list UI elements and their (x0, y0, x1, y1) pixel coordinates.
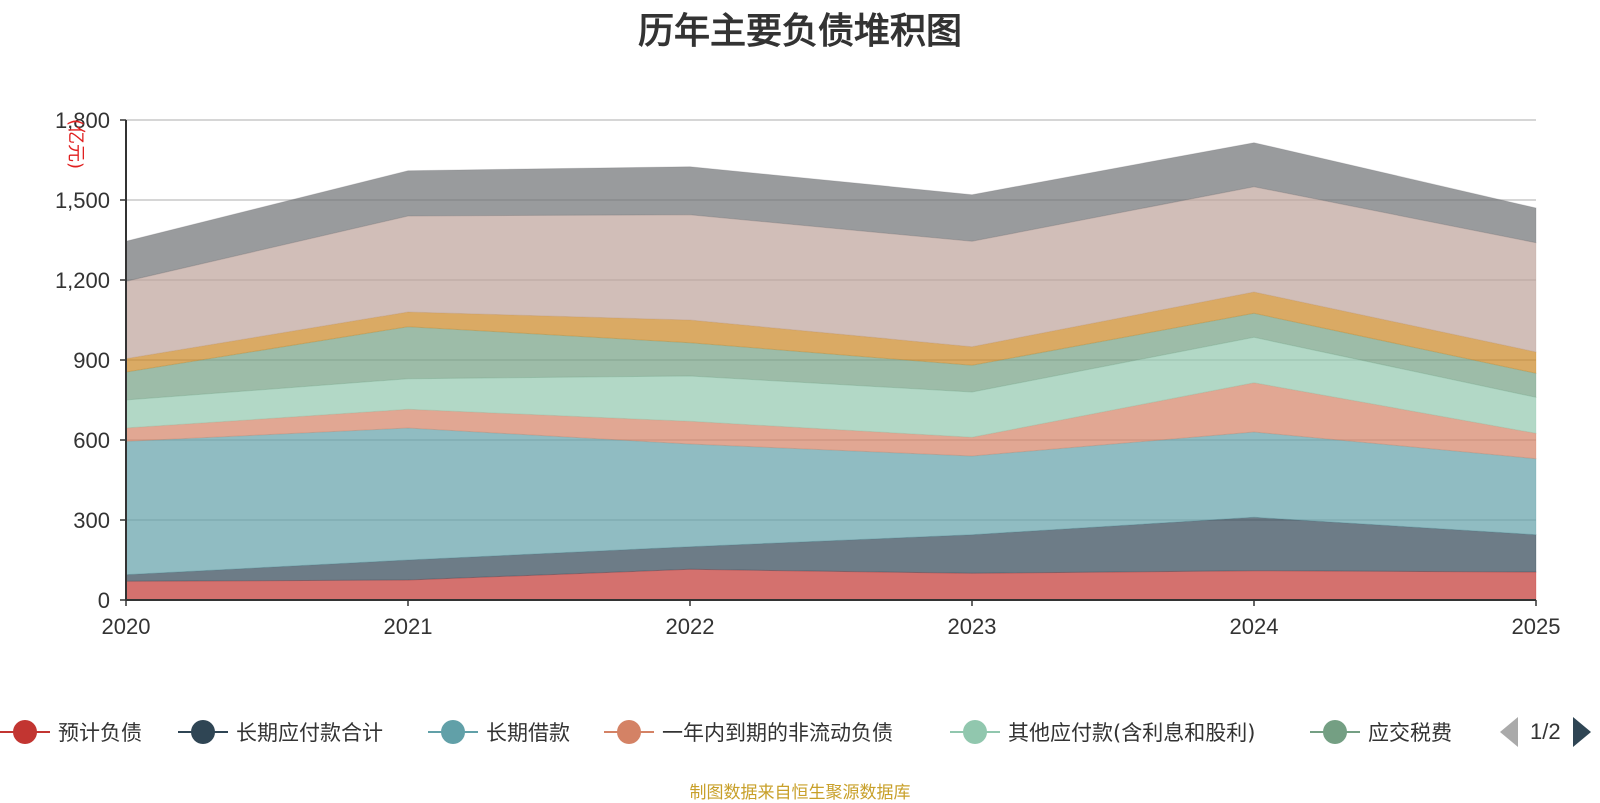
y-tick-label: 1,800 (55, 108, 110, 133)
y-tick-label: 300 (73, 508, 110, 533)
x-tick-label: 2020 (102, 614, 151, 639)
axes: 0 300 600 900 1,200 1,500 1,800 2020 2021 2022 202… (55, 108, 1561, 639)
legend: 预计负债 长期应付款合计 长期借款 一年内到期的非流动负债 其他应付款(含利息和股利) 应… (0, 712, 1600, 752)
x-tick-label: 2024 (1230, 614, 1279, 639)
source-note: 制图数据来自恒生聚源数据库 (689, 783, 911, 803)
y-tick-label: 0 (98, 588, 110, 613)
legend-marker-icon (950, 712, 1000, 752)
legend-label: 长期应付款合计 (236, 721, 383, 745)
legend-label: 预计负债 (58, 721, 142, 745)
legend-marker-icon (0, 712, 50, 752)
legend-item[interactable]: 一年内到期的非流动负债 (604, 712, 893, 752)
legend-item[interactable]: 长期应付款合计 (178, 712, 383, 752)
y-tick-label: 900 (73, 348, 110, 373)
legend-marker-icon (604, 712, 654, 752)
legend-pager: 1/2 (1500, 712, 1591, 752)
legend-marker-icon (178, 712, 228, 752)
chart-title: 历年主要负债堆积图 (637, 10, 962, 51)
legend-prev-icon[interactable] (1500, 717, 1518, 747)
area-series (125, 142, 1537, 601)
legend-item[interactable]: 预计负债 (0, 712, 142, 752)
legend-label: 一年内到期的非流动负债 (662, 721, 893, 745)
legend-item[interactable]: 长期借款 (428, 712, 570, 752)
x-tick-label: 2023 (948, 614, 997, 639)
y-tick-label: 1,500 (55, 188, 110, 213)
y-tick-label: 600 (73, 428, 110, 453)
x-tick-label: 2022 (666, 614, 715, 639)
legend-page-indicator: 1/2 (1530, 719, 1561, 744)
legend-label: 长期借款 (486, 721, 570, 745)
legend-marker-icon (1310, 712, 1360, 752)
legend-item[interactable]: 应交税费 (1310, 712, 1452, 752)
legend-label: 应交税费 (1368, 721, 1452, 745)
x-tick-label: 2025 (1512, 614, 1561, 639)
y-tick-label: 1,200 (55, 268, 110, 293)
area-系列9[interactable] (125, 142, 1537, 282)
legend-next-icon[interactable] (1572, 717, 1591, 747)
y-axis-unit: (亿元) (65, 119, 86, 169)
legend-marker-icon (428, 712, 478, 752)
legend-item[interactable]: 其他应付款(含利息和股利) (950, 712, 1255, 752)
legend-label: 其他应付款(含利息和股利) (1008, 721, 1256, 745)
x-tick-label: 2021 (384, 614, 433, 639)
